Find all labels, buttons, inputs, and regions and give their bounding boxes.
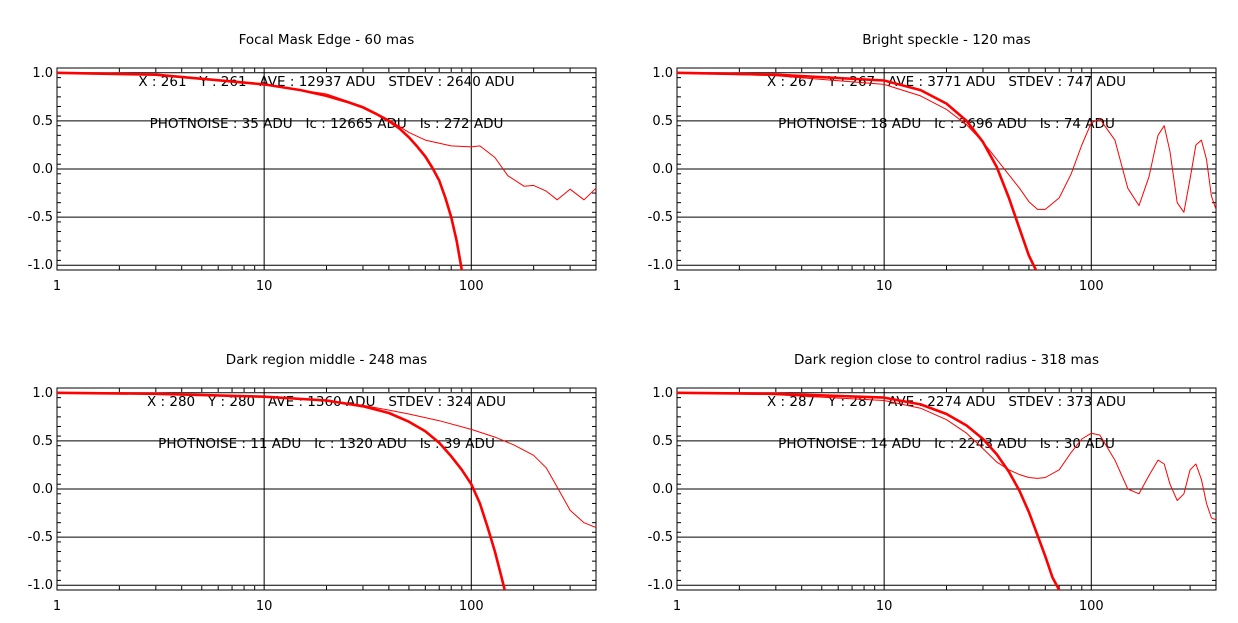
series-line-thick <box>57 71 464 270</box>
x-tick-label: 1 <box>53 279 61 294</box>
y-tick-label: 0.0 <box>32 482 53 497</box>
y-tick-label: -1.0 <box>28 258 53 273</box>
chart-panel-focal-mask-edge: Focal Mask Edge - 60 mas X : 261 Y : 261… <box>0 0 618 300</box>
chart-panel-dark-region-middle: Dark region middle - 248 mas X : 280 Y :… <box>0 320 618 620</box>
y-tick-label: -1.0 <box>648 578 673 593</box>
x-tick-label: 100 <box>459 279 484 294</box>
y-tick-label: 0.0 <box>32 162 53 177</box>
series-line-thick <box>57 391 507 590</box>
y-tick-label: 1.0 <box>32 66 53 81</box>
series-line-thick <box>677 391 1061 590</box>
chart-title-line: X : 280 Y : 280 AVE : 1360 ADU STDEV : 3… <box>146 394 506 410</box>
y-tick-label: -0.5 <box>648 210 673 225</box>
series-line-thick <box>677 71 1038 270</box>
x-tick-label: 1 <box>673 599 681 614</box>
chart-title-line: Focal Mask Edge - 60 mas <box>238 32 415 48</box>
x-tick-label: 1 <box>53 599 61 614</box>
y-tick-label: -0.5 <box>648 530 673 545</box>
plot-frame <box>56 387 597 591</box>
y-tick-label: 0.5 <box>652 114 673 129</box>
x-tick-label: 10 <box>256 279 273 294</box>
x-tick-label: 100 <box>1079 599 1104 614</box>
plot-frame <box>56 67 597 271</box>
y-tick-label: 1.0 <box>652 386 673 401</box>
x-tick-label: 100 <box>1079 279 1104 294</box>
series-line-thin <box>57 392 596 528</box>
series-line-thin <box>677 72 1216 213</box>
y-tick-label: 1.0 <box>652 66 673 81</box>
y-tick-label: -1.0 <box>28 578 53 593</box>
plot-frame <box>676 67 1217 271</box>
x-tick-label: 10 <box>876 279 893 294</box>
chart-title-line: X : 261 Y : 261 AVE : 12937 ADU STDEV : … <box>138 74 515 90</box>
chart-plot: 1.0 0.5 0.0 -0.5 -1.01 10 100 <box>28 66 597 294</box>
y-tick-label: 0.5 <box>652 434 673 449</box>
series-line-thin <box>677 392 1216 521</box>
y-tick-label: 0.5 <box>32 434 53 449</box>
chart-title-line: Dark region middle - 248 mas <box>225 352 428 368</box>
y-tick-label: 0.0 <box>652 482 673 497</box>
chart-plot: 1.0 0.5 0.0 -0.5 -1.01 10 100 <box>648 66 1217 294</box>
chart-panel-dark-region-control-radius: Dark region close to control radius - 31… <box>620 320 1238 620</box>
chart-title-line: Dark region close to control radius - 31… <box>793 352 1099 368</box>
x-tick-label: 1 <box>673 279 681 294</box>
y-tick-label: 0.5 <box>32 114 53 129</box>
chart-plot: 1.0 0.5 0.0 -0.5 -1.01 10 100 <box>28 386 597 614</box>
y-tick-label: -0.5 <box>28 530 53 545</box>
y-tick-label: 0.0 <box>652 162 673 177</box>
series-line-thin <box>57 72 596 201</box>
minor-ticks <box>677 387 1217 591</box>
chart-plot: 1.0 0.5 0.0 -0.5 -1.01 10 100 <box>648 386 1217 614</box>
chart-title-line: Bright speckle - 120 mas <box>862 32 1031 48</box>
plot-frame <box>676 387 1217 591</box>
y-tick-label: -0.5 <box>28 210 53 225</box>
chart-title: Dark region middle - 248 mas X : 280 Y :… <box>37 325 616 479</box>
x-tick-label: 10 <box>256 599 273 614</box>
x-tick-label: 10 <box>876 599 893 614</box>
x-tick-label: 100 <box>459 599 484 614</box>
y-tick-label: 1.0 <box>32 386 53 401</box>
y-tick-label: -1.0 <box>648 258 673 273</box>
chart-panel-bright-speckle: Bright speckle - 120 mas X : 267 Y : 267… <box>620 0 1238 300</box>
